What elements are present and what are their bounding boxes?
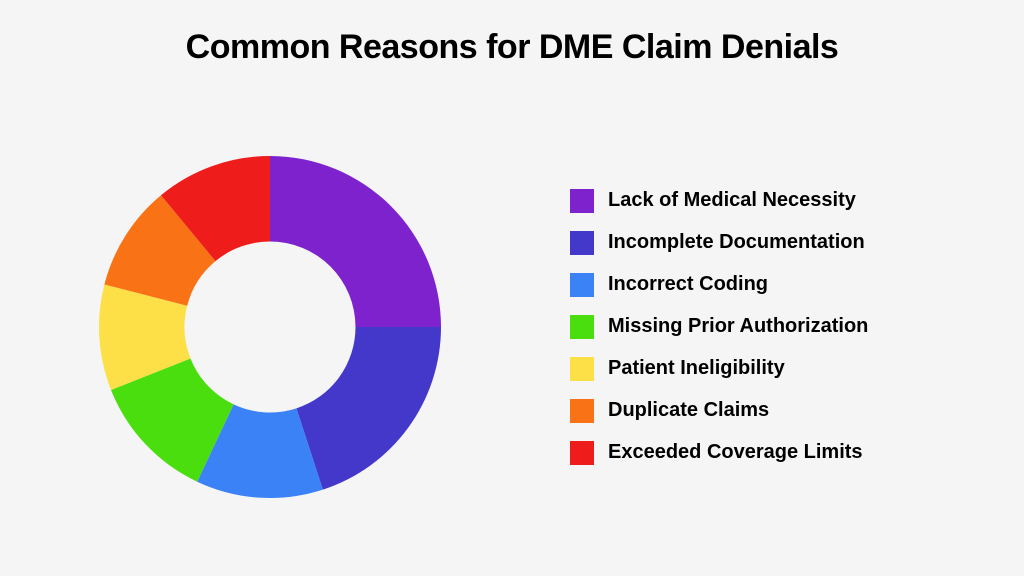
legend-label: Lack of Medical Necessity xyxy=(608,189,856,212)
legend-swatch xyxy=(570,399,594,423)
donut-slice xyxy=(296,327,441,490)
legend-swatch xyxy=(570,357,594,381)
legend-label: Missing Prior Authorization xyxy=(608,315,868,338)
legend-label: Incomplete Documentation xyxy=(608,231,865,254)
donut-slice xyxy=(270,156,441,327)
legend-swatch xyxy=(570,441,594,465)
legend-label: Incorrect Coding xyxy=(608,273,768,296)
legend-label: Patient Ineligibility xyxy=(608,357,785,380)
legend-item: Duplicate Claims xyxy=(570,399,868,423)
legend-item: Missing Prior Authorization xyxy=(570,315,868,339)
chart-content-row: Lack of Medical Necessity Incomplete Docu… xyxy=(0,77,1024,576)
legend-item: Incorrect Coding xyxy=(570,273,868,297)
legend-swatch xyxy=(570,273,594,297)
chart-title: Common Reasons for DME Claim Denials xyxy=(0,28,1024,67)
donut-svg xyxy=(80,137,460,517)
legend-swatch xyxy=(570,189,594,213)
legend: Lack of Medical Necessity Incomplete Docu… xyxy=(570,189,868,465)
legend-swatch xyxy=(570,315,594,339)
legend-label: Duplicate Claims xyxy=(608,399,769,422)
legend-item: Incomplete Documentation xyxy=(570,231,868,255)
legend-item: Lack of Medical Necessity xyxy=(570,189,868,213)
legend-item: Exceeded Coverage Limits xyxy=(570,441,868,465)
legend-swatch xyxy=(570,231,594,255)
legend-label: Exceeded Coverage Limits xyxy=(608,441,863,464)
donut-chart xyxy=(80,137,460,517)
legend-item: Patient Ineligibility xyxy=(570,357,868,381)
chart-container: Common Reasons for DME Claim Denials Lac… xyxy=(0,0,1024,576)
